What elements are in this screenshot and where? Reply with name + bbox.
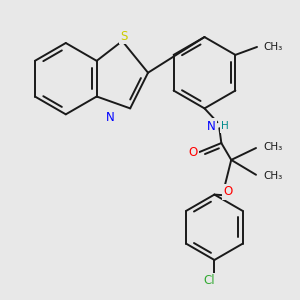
Text: O: O (224, 185, 233, 198)
Text: S: S (121, 30, 128, 43)
Text: CH₃: CH₃ (263, 171, 282, 181)
Text: H: H (221, 121, 229, 131)
Text: O: O (188, 146, 197, 160)
Text: N: N (106, 111, 115, 124)
Text: CH₃: CH₃ (263, 142, 282, 152)
Text: N: N (207, 120, 216, 133)
Text: CH₃: CH₃ (263, 42, 282, 52)
Text: Cl: Cl (204, 274, 215, 287)
